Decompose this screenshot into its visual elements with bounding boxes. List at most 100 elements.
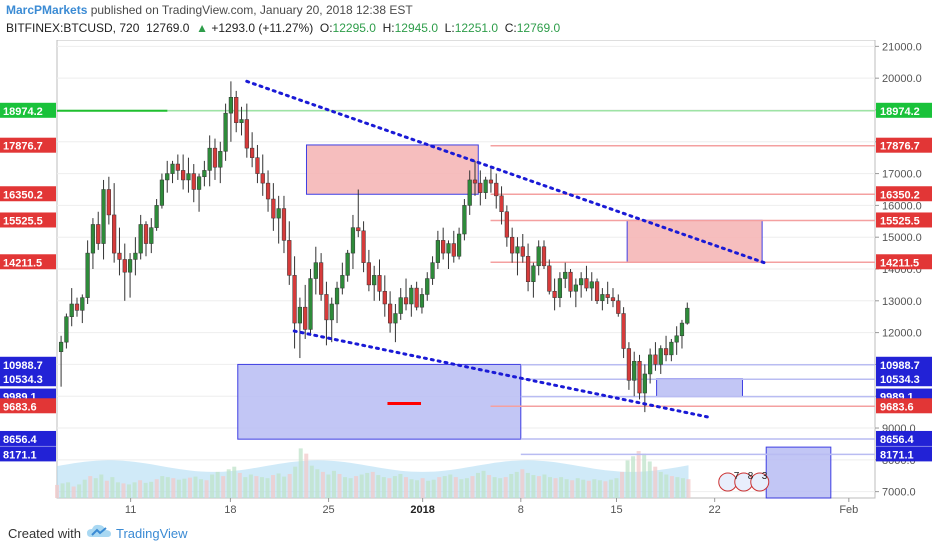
volume-bar — [520, 469, 525, 498]
volume-bar — [354, 476, 359, 498]
volume-bar — [171, 478, 176, 498]
candle-up — [483, 179, 488, 193]
volume-bar — [531, 475, 536, 498]
volume-bar — [487, 475, 492, 498]
author-link[interactable]: MarcPMarkets — [6, 3, 88, 17]
price-label-bg — [876, 446, 932, 462]
volume-bar — [182, 478, 187, 498]
candle-up — [398, 297, 403, 314]
x-tick-label: 22 — [709, 504, 721, 516]
candle-down — [547, 265, 552, 292]
trend-line[interactable] — [292, 329, 709, 419]
volume-bar — [298, 448, 303, 498]
price-label: 9683.6 — [880, 401, 914, 413]
tradingview-brand[interactable]: TradingView — [116, 526, 188, 541]
price-label: 10988.7 — [880, 360, 920, 372]
price-label-bg — [876, 212, 932, 228]
support-zone[interactable] — [656, 378, 743, 398]
candle-down — [250, 147, 255, 158]
candle-up — [186, 173, 191, 181]
candle-up — [64, 316, 69, 343]
volume-bar — [343, 477, 348, 498]
price-label: 9683.6 — [3, 401, 37, 413]
candle-down — [143, 224, 149, 244]
price-label: 8171.1 — [3, 449, 37, 461]
candle-down — [234, 97, 239, 123]
volume-bar — [337, 473, 342, 498]
x-tick-label: 18 — [224, 504, 236, 516]
candle-up — [90, 224, 96, 254]
flag-badge-icon — [750, 472, 770, 492]
volume-bar — [154, 479, 159, 498]
volume-bar — [481, 470, 486, 498]
price-label: 17876.7 — [880, 141, 920, 153]
volume-bar — [237, 472, 242, 498]
volume-bar — [193, 476, 198, 498]
change-arrow-icon: ▲ — [196, 21, 208, 35]
volume-bar — [564, 479, 569, 498]
candle-down — [584, 278, 589, 289]
volume-bar — [282, 476, 287, 498]
resistance-zone[interactable] — [626, 219, 763, 263]
volume-bar — [475, 472, 480, 498]
candle-up — [589, 281, 594, 289]
candle-down — [112, 214, 117, 254]
volume-bar — [686, 479, 691, 498]
candle-up — [207, 147, 212, 171]
candle-down — [510, 236, 515, 254]
y-tick-label: 20000.0 — [882, 73, 922, 85]
price-label: 10534.3 — [880, 374, 920, 386]
candle-up — [531, 265, 536, 282]
price-label-bg — [0, 186, 56, 202]
candle-up — [239, 119, 244, 123]
close-label: C: — [504, 21, 517, 35]
candle-up — [85, 252, 90, 298]
support-zone[interactable] — [237, 363, 522, 440]
high-value: 12945.0 — [394, 21, 438, 35]
candle-down — [117, 252, 122, 260]
price-label-bg — [0, 446, 56, 462]
candle-up — [223, 112, 228, 152]
y-tick-label: 13000.0 — [882, 296, 922, 308]
candle-up — [536, 246, 541, 267]
candle-up — [69, 303, 74, 317]
candle-up — [340, 275, 345, 289]
price-label-bg — [876, 102, 932, 118]
low-value: 12251.0 — [454, 21, 499, 35]
badge-number: 3 — [762, 471, 768, 482]
volume-bar — [503, 477, 508, 498]
tradingview-cloud-icon — [87, 524, 111, 537]
trend-line[interactable] — [245, 79, 771, 266]
volume-bar — [542, 474, 547, 498]
candle-down — [122, 259, 127, 273]
volume-bar — [82, 479, 87, 498]
candle-up — [563, 271, 568, 279]
volume-bar — [248, 474, 253, 498]
volume-bar — [453, 477, 458, 498]
price-label-bg — [0, 137, 56, 153]
volume-bar — [88, 476, 93, 498]
price-chart[interactable]: 21000.020000.019000.018000.017000.016000… — [0, 40, 932, 518]
price-label-bg — [0, 254, 56, 270]
candle-down — [281, 208, 287, 241]
price-label-bg — [0, 356, 56, 372]
footer: Created with TradingView — [0, 518, 932, 550]
volume-bar — [442, 476, 447, 498]
high-label: H: — [382, 21, 395, 35]
volume-bar — [99, 474, 104, 498]
candle-down — [212, 147, 218, 168]
price-label: 8171.1 — [880, 449, 914, 461]
support-zone[interactable] — [765, 446, 832, 499]
volume-bar — [320, 471, 325, 498]
price-label-bg — [0, 212, 56, 228]
candle-up — [515, 246, 520, 254]
price-label: 16350.2 — [3, 189, 43, 201]
volume-bar — [160, 476, 165, 498]
candle-up — [133, 252, 138, 260]
volume-bar — [392, 476, 397, 498]
candle-down — [387, 303, 393, 324]
resistance-zone[interactable] — [305, 144, 479, 195]
price-label: 18974.2 — [3, 106, 43, 118]
volume-bar — [592, 479, 597, 498]
price-label-bg — [876, 398, 932, 414]
